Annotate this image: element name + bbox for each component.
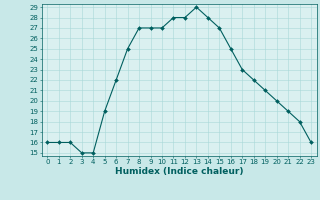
X-axis label: Humidex (Indice chaleur): Humidex (Indice chaleur) (115, 167, 244, 176)
